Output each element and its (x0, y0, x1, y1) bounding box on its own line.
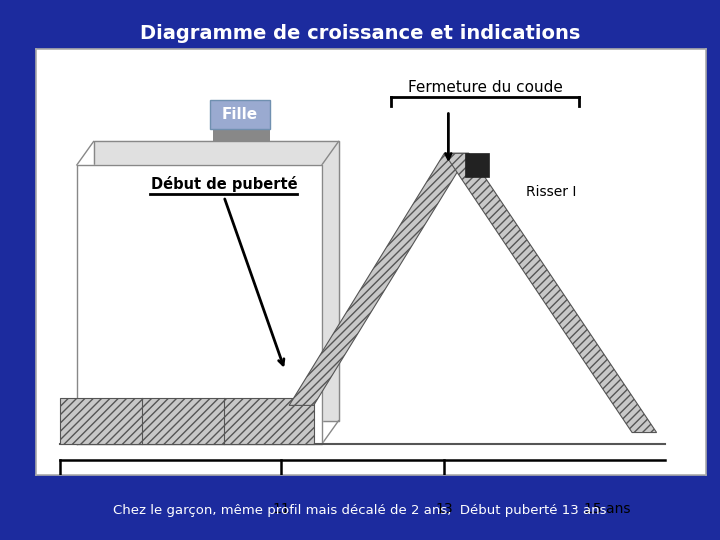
Text: 11: 11 (272, 502, 290, 516)
Text: Diagramme de croissance et indications: Diagramme de croissance et indications (140, 24, 580, 43)
Text: Début de puberté: Début de puberté (150, 176, 297, 192)
Polygon shape (444, 153, 657, 433)
Text: Risser I: Risser I (526, 185, 576, 199)
Polygon shape (77, 165, 322, 444)
Polygon shape (464, 153, 489, 177)
Polygon shape (94, 141, 338, 421)
FancyBboxPatch shape (213, 127, 270, 142)
Polygon shape (60, 397, 314, 444)
Text: Fermeture du coude: Fermeture du coude (408, 80, 562, 95)
Text: 13: 13 (436, 502, 453, 516)
Text: 15 ans: 15 ans (585, 502, 631, 516)
Text: Chez le garçon, même profil mais décalé de 2 ans,  Début puberté 13 ans: Chez le garçon, même profil mais décalé … (113, 504, 607, 517)
Polygon shape (289, 153, 469, 406)
Text: Fille: Fille (222, 107, 258, 122)
FancyBboxPatch shape (210, 99, 270, 130)
